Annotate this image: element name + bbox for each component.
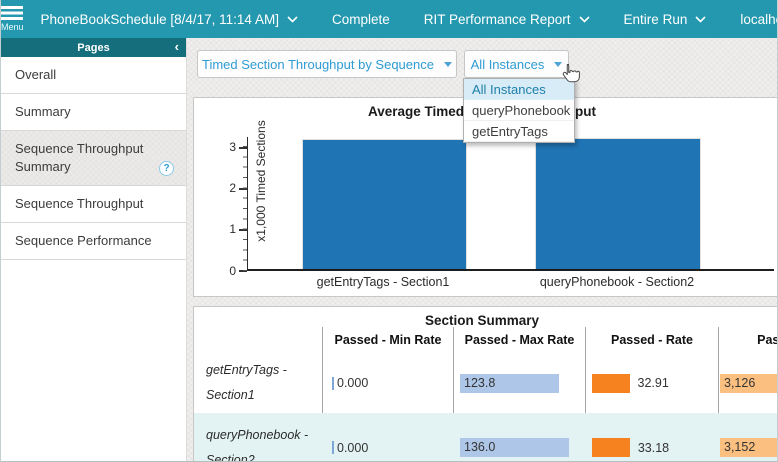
chevron-down-icon <box>695 15 706 23</box>
sidebar-item-summary[interactable]: Summary <box>1 94 186 131</box>
run-scope-dropdown-label: Entire Run <box>623 11 688 27</box>
top-bar: Menu PhoneBookSchedule [8/4/17, 11:14 AM… <box>1 0 777 38</box>
chart-x-axis: getEntryTags - Section1 queryPhonebook -… <box>247 275 774 293</box>
min-rate-bar <box>332 441 334 454</box>
report-select-label: Timed Section Throughput by Sequence <box>202 56 434 72</box>
row-label-line1: getEntryTags - <box>206 363 287 377</box>
column-divider <box>585 327 586 461</box>
host-dropdown-label: localhost <box>740 11 777 27</box>
throughput-chart-panel: Average Timed Section Throughput x1,000 … <box>193 97 777 297</box>
help-icon[interactable]: ? <box>159 161 174 176</box>
y-tick-label: 2 <box>229 181 236 195</box>
hamburger-icon <box>1 6 24 20</box>
status-label: Complete <box>331 11 390 27</box>
main-content: Timed Section Throughput by Sequence All… <box>187 38 777 461</box>
passed-cell: 3,126 <box>720 353 777 413</box>
chevron-down-icon <box>578 15 590 23</box>
report-type-dropdown[interactable]: RIT Performance Report <box>407 0 607 38</box>
bar-getentrytags-section1[interactable] <box>302 138 467 271</box>
sidebar-item-overall[interactable]: Overall <box>1 57 186 94</box>
rate-bar <box>592 438 630 457</box>
y-tick-label: 3 <box>229 140 236 154</box>
dropdown-arrow-icon <box>554 61 563 67</box>
schedule-dropdown-label: PhoneBookSchedule [8/4/17, 11:14 AM] <box>40 11 279 27</box>
rate-bar <box>592 373 630 393</box>
row-label-line1: queryPhonebook - <box>206 427 309 442</box>
rate-cell: 32.91 <box>592 353 716 413</box>
max-rate-bar: 123.8 <box>460 373 560 393</box>
sidebar-item-label: Sequence Throughput Summary <box>15 141 144 174</box>
max-rate-bar: 136.0 <box>460 438 569 457</box>
menu-button-label: Menu <box>1 22 24 32</box>
min-rate-value: 0.000 <box>337 376 369 390</box>
menu-item-label: queryPhonebook <box>472 102 571 118</box>
y-axis-minor-ticks <box>243 137 247 271</box>
menu-item-queryphonebook[interactable]: queryPhonebook <box>464 100 574 121</box>
instance-select-label: All Instances <box>470 56 545 72</box>
dropdown-arrow-icon <box>443 61 452 67</box>
sidebar-item-sequence-performance[interactable]: Sequence Performance <box>1 223 186 260</box>
passed-cell: 3,152 <box>720 413 777 461</box>
sidebar-item-label: Sequence Throughput <box>15 196 144 211</box>
column-header-min-rate: Passed - Min Rate <box>334 333 442 347</box>
pages-header-label: Pages <box>77 41 110 54</box>
row-label: getEntryTags - Section1 <box>206 353 318 413</box>
pages-header: Pages ‹ <box>1 38 186 57</box>
menu-item-label: getEntryTags <box>472 123 548 139</box>
pages-sidebar: Pages ‹ Overall Summary Sequence Through… <box>1 38 187 461</box>
column-divider <box>718 327 719 461</box>
instance-dropdown-menu: All Instances queryPhonebook getEntryTag… <box>463 78 575 143</box>
x-tick-label: getEntryTags - Section1 <box>316 275 450 289</box>
menu-item-label: All Instances <box>472 81 546 97</box>
passed-bar: 3,152 <box>720 438 777 457</box>
column-divider <box>322 327 323 461</box>
row-label-line2: Section2 <box>206 452 255 462</box>
chart-plot-area <box>247 137 774 271</box>
rate-value: 33.18 <box>637 440 670 455</box>
run-scope-dropdown[interactable]: Entire Run <box>607 0 724 38</box>
rate-cell: 33.18 <box>592 413 716 461</box>
menu-item-all-instances[interactable]: All Instances <box>464 79 574 100</box>
column-header-rate: Passed - Rate <box>611 333 693 347</box>
table-row[interactable]: queryPhonebook - Section2 0.000 136.0 33… <box>194 413 777 461</box>
status-badge: Complete <box>315 0 407 38</box>
sidebar-item-sequence-throughput-summary[interactable]: Sequence Throughput Summary ? <box>1 131 186 186</box>
passed-bar: 3,126 <box>720 373 777 393</box>
sidebar-item-sequence-throughput[interactable]: Sequence Throughput <box>1 186 186 223</box>
rate-value: 32.91 <box>637 376 669 390</box>
min-rate-bar <box>332 376 334 390</box>
instance-select-dropdown[interactable]: All Instances <box>464 50 569 78</box>
schedule-dropdown[interactable]: PhoneBookSchedule [8/4/17, 11:14 AM] <box>24 0 315 38</box>
row-label: queryPhonebook - Section2 <box>206 413 318 462</box>
section-summary-panel: Section Summary Passed - Min Rate Passed… <box>193 306 777 461</box>
bar-queryphonebook-section2[interactable] <box>535 137 701 271</box>
menu-item-getentrytags[interactable]: getEntryTags <box>464 121 574 142</box>
sidebar-item-label: Overall <box>15 67 57 82</box>
chevron-down-icon <box>287 15 298 23</box>
y-tick-label: 1 <box>229 222 236 236</box>
column-divider <box>453 327 454 461</box>
min-rate-value: 0.000 <box>337 440 369 455</box>
min-rate-cell: 0.000 <box>332 353 450 413</box>
max-rate-cell: 123.8 <box>460 353 582 413</box>
sidebar-collapse-icon[interactable]: ‹ <box>174 39 179 54</box>
min-rate-cell: 0.000 <box>332 413 450 461</box>
max-rate-cell: 136.0 <box>460 413 582 461</box>
menu-button[interactable]: Menu <box>1 0 24 38</box>
sidebar-item-label: Sequence Performance <box>15 233 152 248</box>
host-dropdown[interactable]: localhost <box>723 0 777 38</box>
table-row[interactable]: getEntryTags - Section1 0.000 123.8 32.9… <box>194 353 777 413</box>
report-select-dropdown[interactable]: Timed Section Throughput by Sequence <box>197 50 457 78</box>
column-header-passed: Passed <box>757 333 777 347</box>
row-label-line2: Section1 <box>206 388 255 402</box>
column-header-max-rate: Passed - Max Rate <box>464 333 575 347</box>
x-tick-label: queryPhonebook - Section2 <box>539 275 695 289</box>
sidebar-item-label: Summary <box>15 104 71 119</box>
report-type-dropdown-label: RIT Performance Report <box>423 11 571 27</box>
table-title: Section Summary <box>424 313 540 328</box>
y-tick-label: 0 <box>229 264 236 278</box>
